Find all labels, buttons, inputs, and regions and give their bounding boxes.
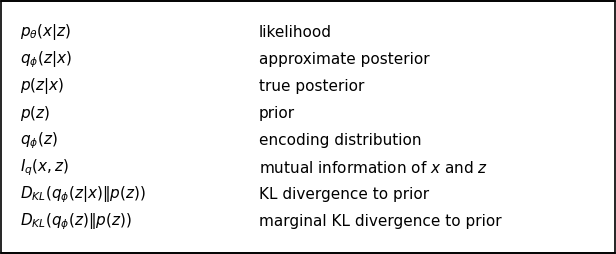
- Text: $p(z|x)$: $p(z|x)$: [20, 76, 64, 97]
- Text: $D_{KL}(q_{\phi}(z)\|p(z))$: $D_{KL}(q_{\phi}(z)\|p(z))$: [20, 211, 132, 232]
- Text: marginal KL divergence to prior: marginal KL divergence to prior: [259, 214, 501, 229]
- Text: approximate posterior: approximate posterior: [259, 52, 429, 67]
- Text: mutual information of $x$ and $z$: mutual information of $x$ and $z$: [259, 160, 488, 176]
- Text: $I_q(x, z)$: $I_q(x, z)$: [20, 157, 69, 178]
- Text: $p(z)$: $p(z)$: [20, 104, 50, 123]
- Text: $p_{\theta}(x|z)$: $p_{\theta}(x|z)$: [20, 22, 71, 42]
- Text: $q_{\phi}(z)$: $q_{\phi}(z)$: [20, 130, 57, 151]
- Text: true posterior: true posterior: [259, 79, 364, 94]
- Text: encoding distribution: encoding distribution: [259, 133, 421, 148]
- Text: prior: prior: [259, 106, 295, 121]
- Text: KL divergence to prior: KL divergence to prior: [259, 187, 429, 202]
- Text: $D_{KL}(q_{\phi}(z|x)\|p(z))$: $D_{KL}(q_{\phi}(z|x)\|p(z))$: [20, 184, 146, 205]
- Text: $q_{\phi}(z|x)$: $q_{\phi}(z|x)$: [20, 49, 71, 70]
- Text: likelihood: likelihood: [259, 25, 332, 40]
